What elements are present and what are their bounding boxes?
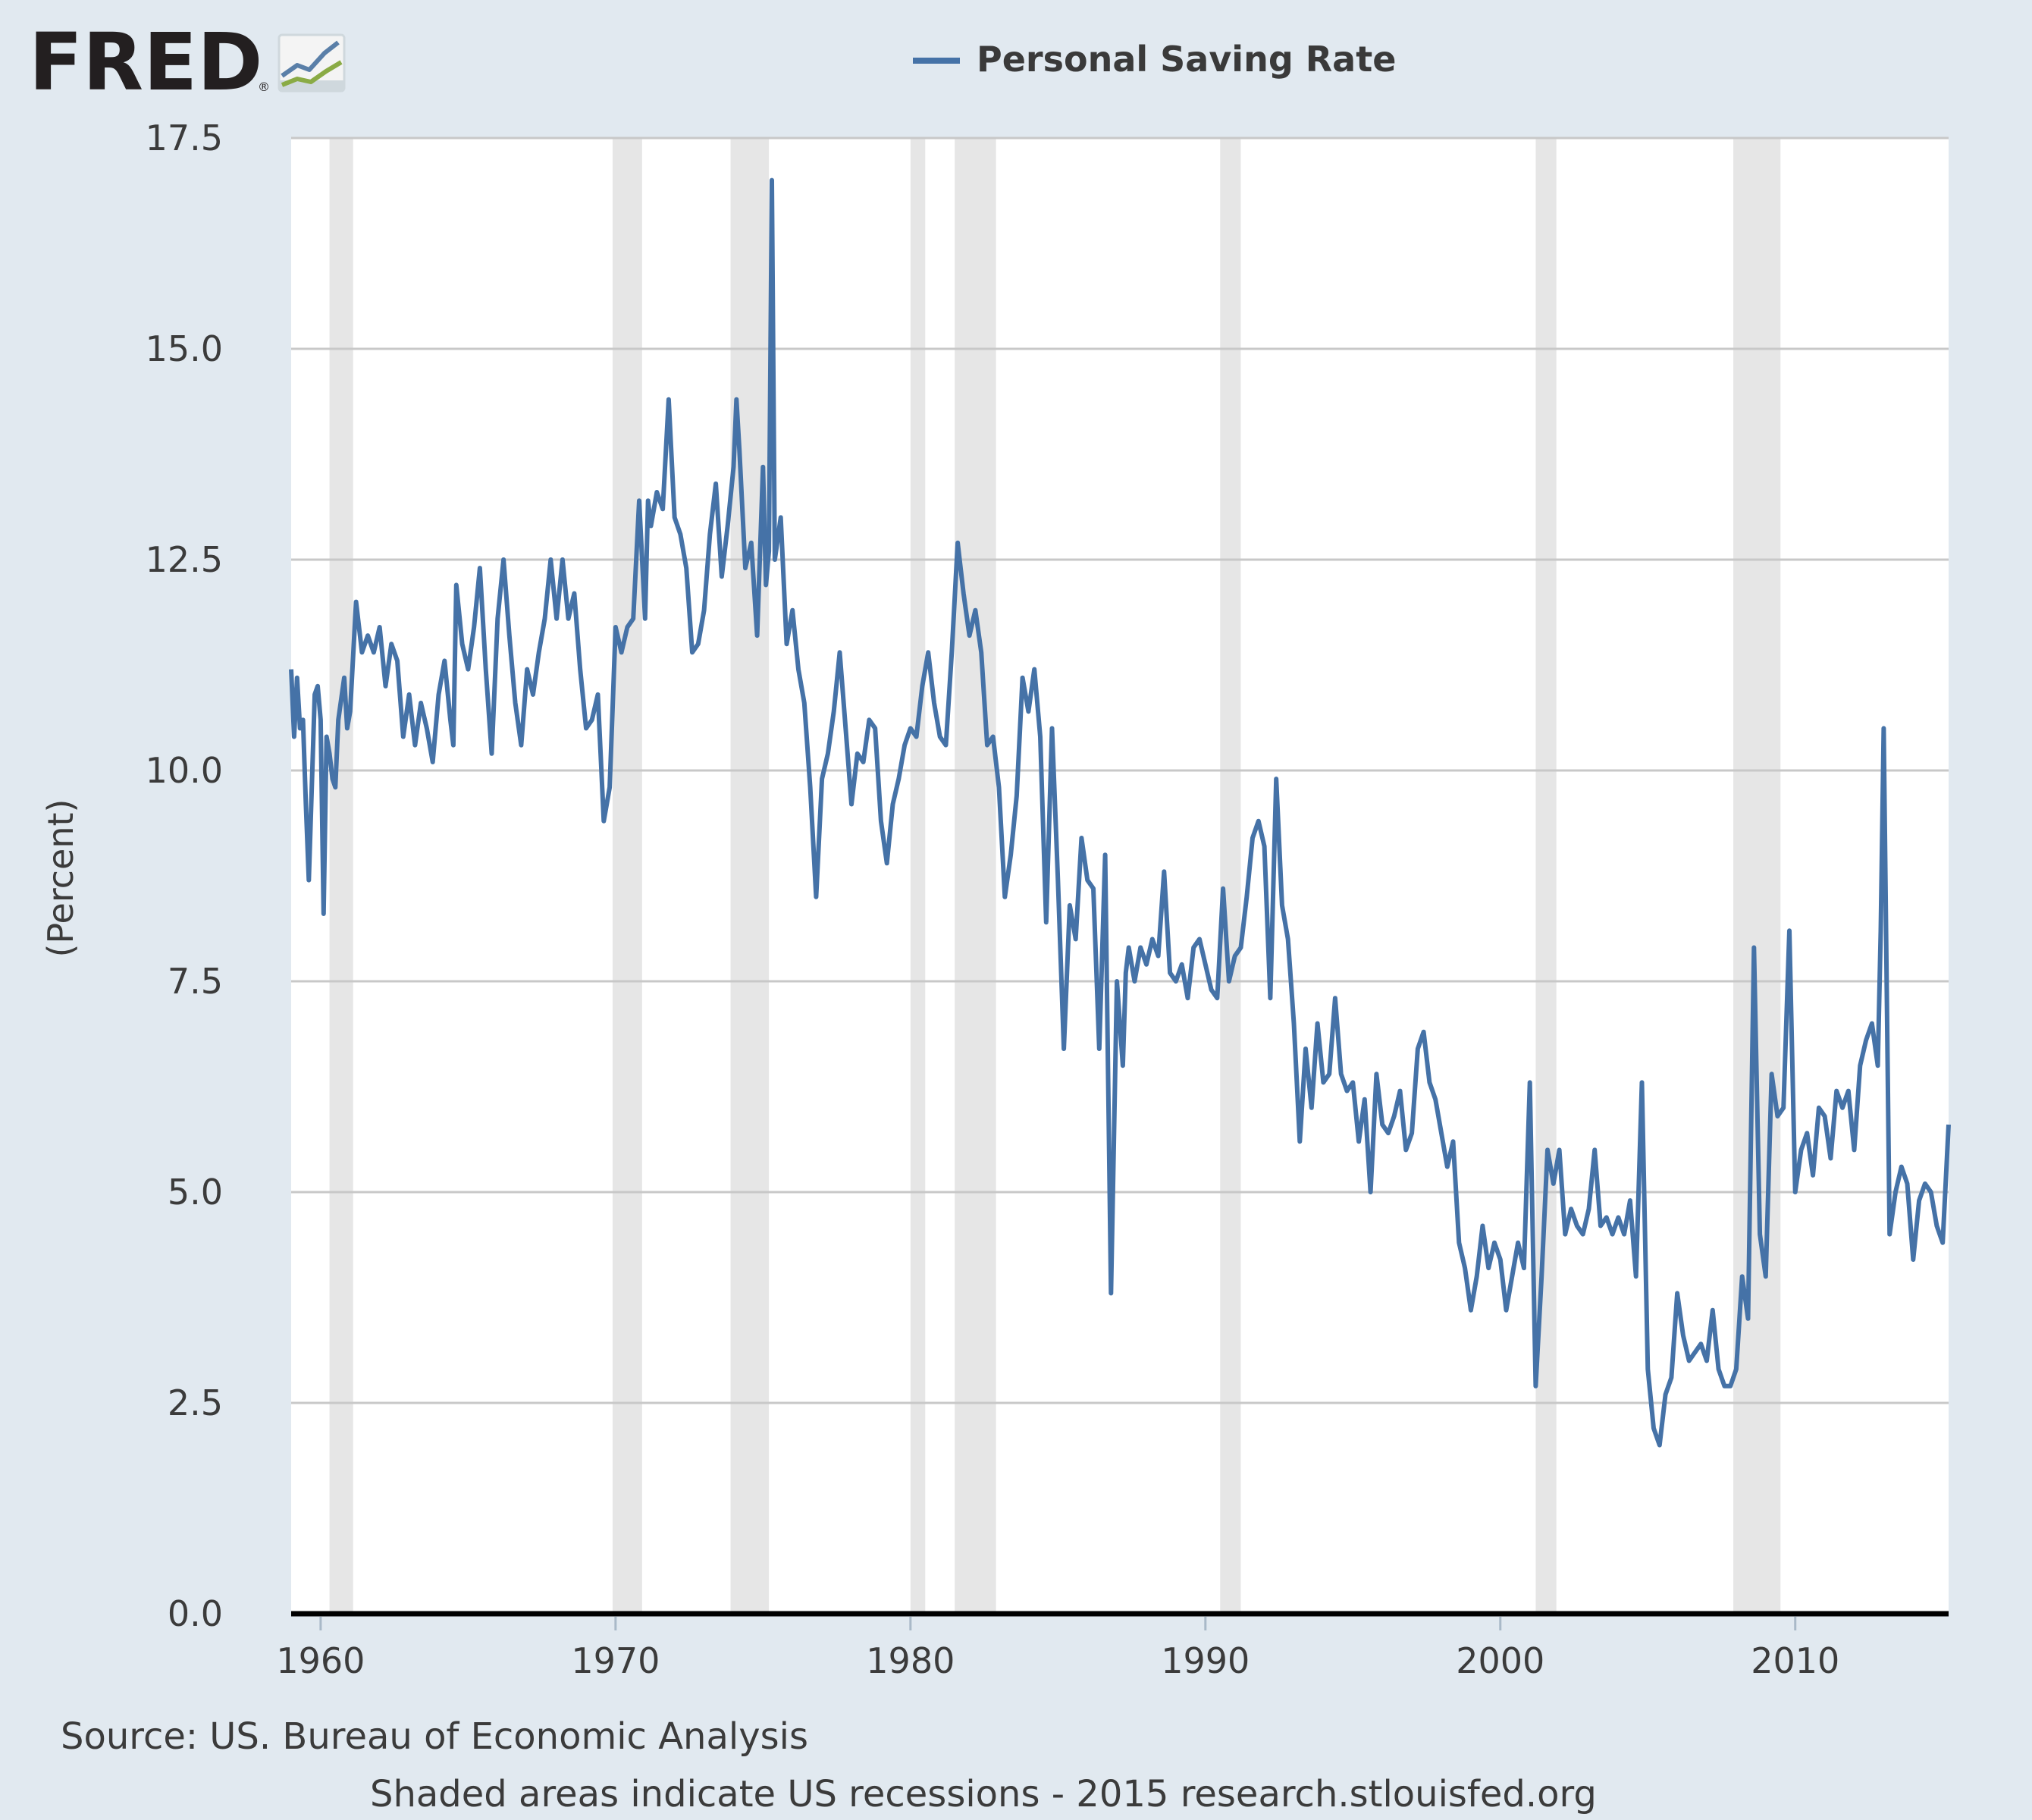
x-tick-label: 2010 [1751, 1640, 1839, 1681]
fred-logo[interactable]: FRED ® [29, 16, 346, 108]
chart-legend[interactable]: Personal Saving Rate [913, 39, 1396, 80]
x-axis-ticks: 1960 1970 1980 1990 2000 2010 [276, 1617, 1839, 1681]
fred-logo-registered: ® [258, 80, 270, 94]
legend-label: Personal Saving Rate [977, 39, 1396, 80]
y-tick-label: 0.0 [168, 1593, 223, 1634]
y-tick-label: 15.0 [146, 328, 223, 369]
y-tick-label: 12.5 [146, 539, 223, 580]
y-tick-label: 10.0 [146, 750, 223, 791]
series-line-personal-saving-rate [289, 177, 1951, 1448]
y-tick-label: 5.0 [168, 1172, 223, 1213]
source-note: Source: US. Bureau of Economic Analysis [61, 1715, 808, 1758]
fred-chart-icon [278, 33, 346, 93]
recession-note: Shaded areas indicate US recessions - 20… [370, 1773, 1597, 1815]
x-tick-label: 2000 [1456, 1640, 1544, 1681]
x-tick-label: 1980 [866, 1640, 955, 1681]
recession-band [955, 138, 996, 1614]
plot-area [291, 138, 1949, 1614]
y-axis-title: (Percent) [40, 799, 81, 958]
recession-shading [329, 138, 1781, 1614]
fred-logo-text: FRED [29, 16, 263, 108]
x-tick-label: 1960 [276, 1640, 365, 1681]
x-tick-label: 1970 [571, 1640, 660, 1681]
recession-band [910, 138, 926, 1614]
y-axis-ticks: 0.0 2.5 5.0 7.5 10.0 12.5 15.0 17.5 [146, 118, 223, 1634]
x-tick-label: 1990 [1161, 1640, 1250, 1681]
recession-band [329, 138, 353, 1614]
recession-band [1220, 138, 1241, 1614]
recession-band [612, 138, 642, 1614]
series-layer [289, 177, 1951, 1448]
y-tick-label: 2.5 [168, 1382, 223, 1423]
gridlines [291, 136, 1949, 1404]
recession-band [730, 138, 770, 1614]
recession-band [1733, 138, 1781, 1614]
recession-band [1535, 138, 1557, 1614]
y-tick-label: 17.5 [146, 118, 223, 158]
y-tick-label: 7.5 [168, 961, 223, 1002]
